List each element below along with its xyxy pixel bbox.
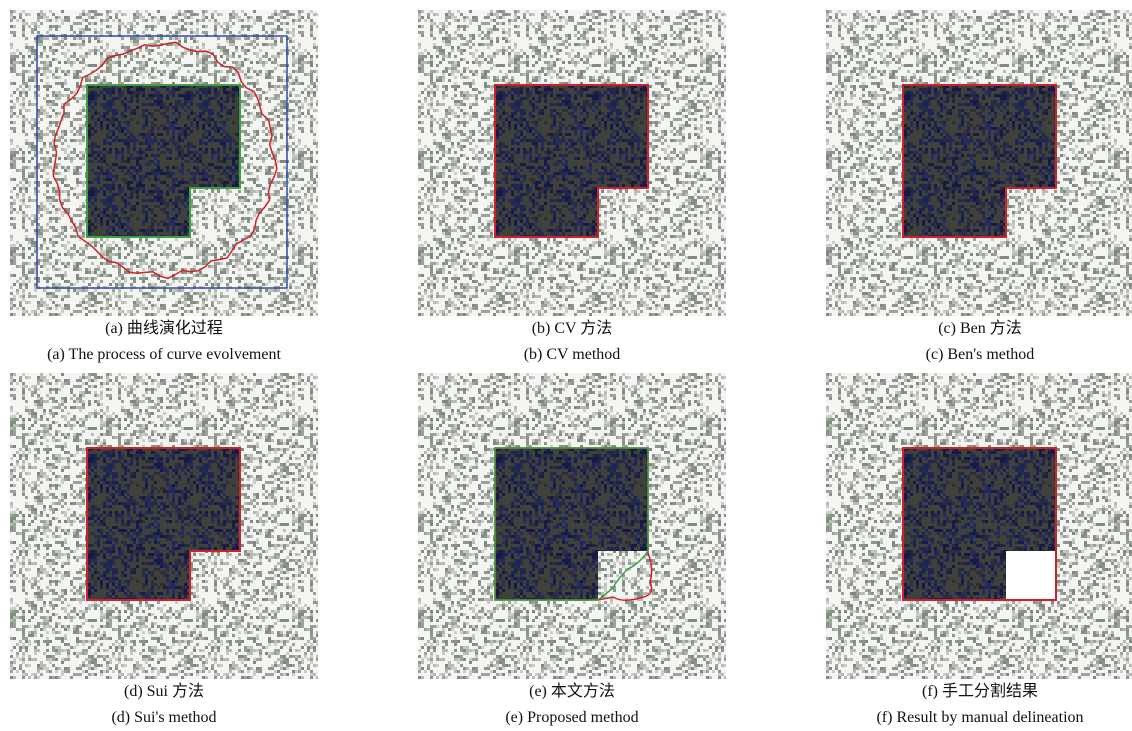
panel-image: [10, 373, 318, 679]
caption-zh: (b) CV 方法: [532, 319, 613, 337]
caption-zh: (d) Sui 方法: [124, 682, 204, 700]
panel-image: [418, 10, 726, 316]
caption-zh: (f) 手工分割结果: [922, 682, 1038, 700]
panel-image: [418, 373, 726, 679]
caption-en: (c) Ben's method: [926, 346, 1035, 363]
caption-en: (e) Proposed method: [505, 709, 638, 726]
panel-image: [10, 10, 318, 316]
caption-en: (b) CV method: [524, 346, 621, 363]
panel-image: [826, 373, 1132, 679]
caption-en: (f) Result by manual delineation: [876, 709, 1083, 726]
caption-en: (a) The process of curve evolvement: [47, 346, 281, 363]
caption-zh: (c) Ben 方法: [938, 319, 1022, 337]
figure: (a) 曲线演化过程 (a) The process of curve evolv…: [0, 0, 1132, 731]
caption-en: (d) Sui's method: [111, 709, 216, 726]
caption-zh: (e) 本文方法: [529, 682, 615, 700]
caption-zh: (a) 曲线演化过程: [105, 319, 223, 337]
panel-image: [826, 10, 1132, 316]
